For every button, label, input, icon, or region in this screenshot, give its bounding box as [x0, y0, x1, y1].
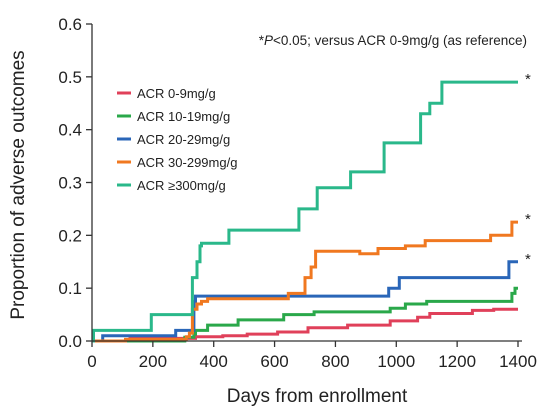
legend-label: ACR 10-19mg/g	[137, 109, 230, 124]
x-axis-ticks: 0 200 400 600 800 1000 1200 1400	[87, 341, 537, 371]
y-tick-label: 0.0	[58, 332, 82, 351]
series-line-acr-20-29mg-g	[92, 260, 518, 343]
annotation-suffix: <0.05; versus ACR 0-9mg/g (as reference)	[273, 33, 527, 48]
x-tick-label: 0	[87, 352, 96, 371]
legend-label: ACR ≥300mg/g	[137, 178, 226, 193]
legend-label: ACR 30-299mg/g	[137, 155, 237, 170]
significance-star: *	[525, 251, 531, 268]
series-line-acr-300mg-g	[92, 80, 518, 343]
x-tick-label: 200	[139, 352, 167, 371]
significance-star: *	[525, 71, 531, 88]
x-tick-label: 1200	[438, 352, 476, 371]
legend-label: ACR 0-9mg/g	[137, 86, 216, 101]
annotation-prefix: *	[259, 33, 265, 48]
y-tick-label: 0.2	[58, 226, 82, 245]
annotation-italic: P	[264, 33, 273, 48]
significance-star: *	[525, 211, 531, 228]
y-axis-title: Proportion of adverse outcomes	[8, 50, 29, 319]
series-line-acr-30-299mg-g	[92, 220, 518, 343]
series-layer	[92, 80, 518, 343]
legend: ACR 0-9mg/g ACR 10-19mg/g ACR 20-29mg/g ACR…	[117, 86, 237, 193]
x-tick-label: 1000	[377, 352, 415, 371]
legend-label: ACR 20-29mg/g	[137, 132, 230, 147]
y-axis-ticks: 0.0 0.1 0.2 0.3 0.4 0.5 0.6	[58, 15, 92, 351]
y-tick-label: 0.5	[58, 68, 82, 87]
x-tick-label: 600	[260, 352, 288, 371]
y-tick-label: 0.3	[58, 174, 82, 193]
y-tick-label: 0.1	[58, 279, 82, 298]
series-line-acr-10-19mg-g	[92, 286, 518, 343]
annotation-text: *P<0.05; versus ACR 0-9mg/g (as referenc…	[259, 33, 527, 48]
series-line-acr-0-9mg-g	[92, 307, 518, 343]
x-tick-label: 400	[200, 352, 228, 371]
x-tick-label: 1400	[499, 352, 537, 371]
y-tick-label: 0.4	[58, 121, 82, 140]
x-tick-label: 800	[321, 352, 349, 371]
x-axis-title: Days from enrollment	[227, 386, 408, 407]
y-tick-label: 0.6	[58, 15, 82, 34]
stars-layer: * * *	[525, 71, 531, 268]
